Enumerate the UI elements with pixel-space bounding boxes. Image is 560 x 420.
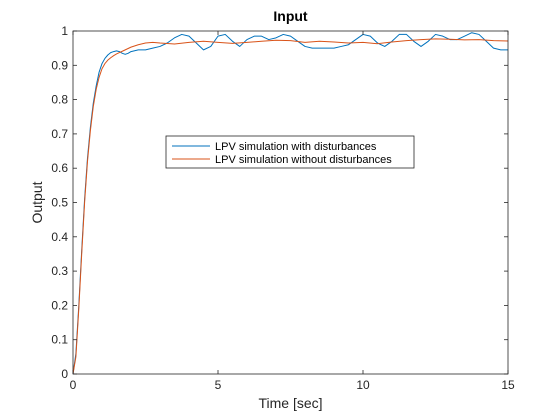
y-tick-label: 1: [61, 24, 68, 38]
y-tick-label: 0.2: [51, 298, 68, 312]
y-tick-label: 0.5: [51, 196, 68, 210]
y-tick-label: 0.1: [51, 333, 68, 347]
y-axis: 0 0.1 0.2 0.3 0.4 0.5 0.6 0.7 0.8 0.9 1: [51, 24, 508, 381]
x-axis-label: Time [sec]: [258, 395, 322, 411]
y-tick-label: 0.3: [51, 264, 68, 278]
legend-box: [165, 135, 415, 169]
y-tick-label: 0.7: [51, 127, 68, 141]
series-line-with-disturbances: [72, 32, 508, 375]
y-tick-label: 0.8: [51, 93, 68, 107]
x-tick-label: 15: [501, 378, 515, 392]
y-tick-label: 0.6: [51, 161, 68, 175]
y-tick-label: 0.4: [51, 230, 68, 244]
series-layer: [72, 32, 509, 375]
y-axis-label: Output: [29, 181, 45, 223]
legend: LPV simulation with disturbances LPV sim…: [165, 135, 415, 169]
series-line-without-disturbances: [72, 38, 509, 375]
x-tick-label: 10: [356, 378, 370, 392]
y-tick-label: 0.9: [51, 58, 68, 72]
legend-label-with-disturbances: LPV simulation with disturbances: [215, 141, 377, 153]
y-tick-label: 0: [61, 367, 68, 381]
x-tick-label: 5: [215, 378, 222, 392]
legend-label-without-disturbances: LPV simulation without disturbances: [215, 154, 392, 166]
chart-title: Input: [273, 8, 308, 24]
x-axis: 0 5 10 15: [70, 31, 515, 392]
plot-area: [73, 31, 508, 374]
x-tick-label: 0: [70, 378, 77, 392]
